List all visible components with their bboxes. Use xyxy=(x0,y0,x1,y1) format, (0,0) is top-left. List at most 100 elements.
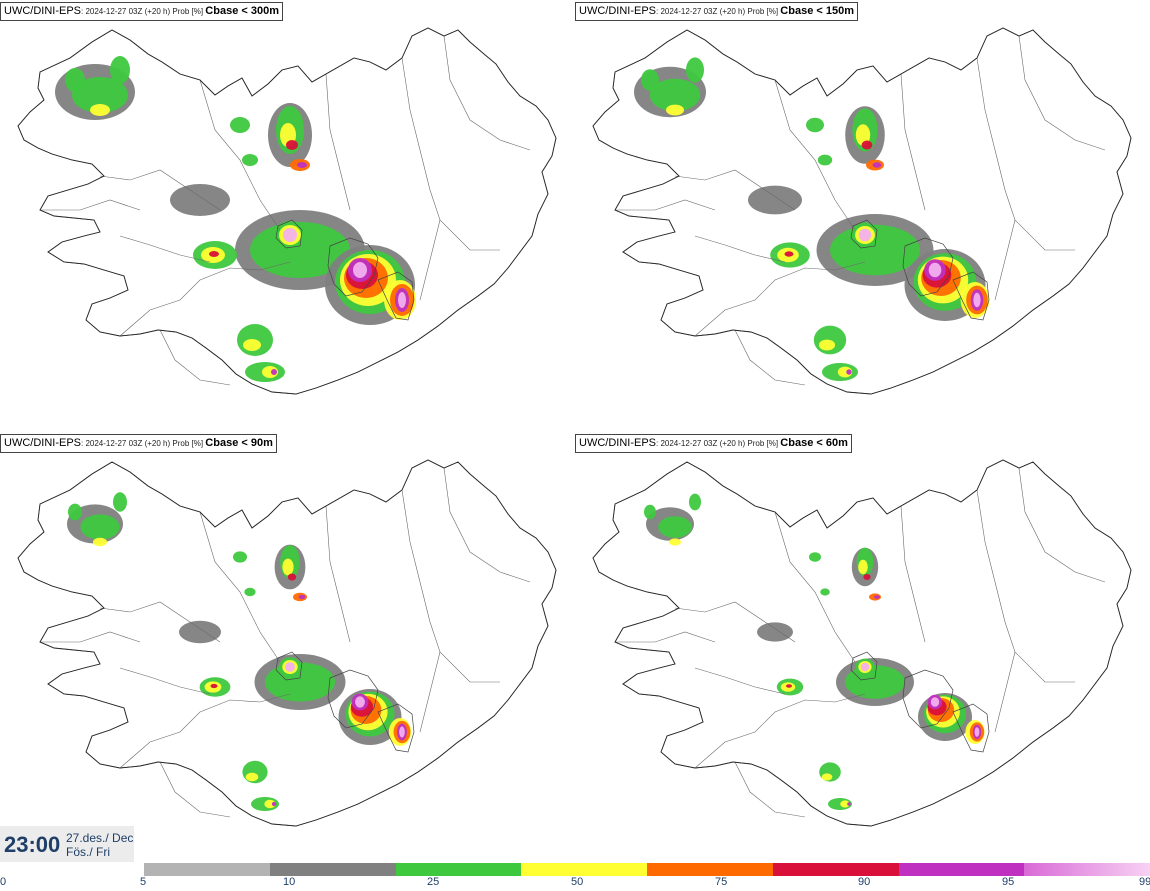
probability-area xyxy=(846,369,852,375)
coast-outline xyxy=(17,27,557,395)
probability-area xyxy=(809,552,821,562)
glacier-outline xyxy=(275,651,415,753)
colorbar-segment xyxy=(144,863,271,876)
colorbar-segment xyxy=(1024,863,1150,876)
weekday-label: Fös./ Fri xyxy=(66,845,110,859)
region-border xyxy=(119,235,211,263)
region-border xyxy=(774,511,856,663)
probability-area xyxy=(283,228,297,242)
probability-area xyxy=(689,493,701,511)
probability-area xyxy=(398,292,406,308)
probability-area xyxy=(285,662,295,672)
region-border xyxy=(401,57,500,251)
probability-area xyxy=(930,697,940,707)
region-border xyxy=(615,199,716,211)
probability-area xyxy=(861,140,873,150)
colorbar-tick-label: 99 xyxy=(1139,876,1150,888)
probability-area xyxy=(355,696,365,708)
probability-area xyxy=(264,799,276,809)
region-border xyxy=(99,601,221,643)
iceland-map xyxy=(17,459,557,827)
probability-area xyxy=(233,551,247,563)
region-border xyxy=(99,169,221,211)
probability-area xyxy=(845,665,905,699)
region-border xyxy=(734,329,806,386)
region-border xyxy=(694,235,786,263)
probability-area xyxy=(72,77,128,113)
probability-area xyxy=(874,595,880,599)
region-border xyxy=(325,505,351,643)
probability-area xyxy=(821,773,833,781)
colorbar-segment xyxy=(269,863,396,876)
iceland-map xyxy=(592,459,1132,827)
probability-area xyxy=(928,262,942,278)
probability-area xyxy=(837,366,853,378)
region-border xyxy=(615,631,716,643)
region-border xyxy=(443,35,531,151)
probability-area xyxy=(858,228,872,242)
region-border xyxy=(1018,467,1106,583)
valid-time-box: 23:00 27.des./ Dec Fös./ Fri xyxy=(0,826,134,862)
region-border xyxy=(674,169,796,211)
map-panel-1: UWC/DINI-EPS: 2024-12-27 03Z (+20 h) Pro… xyxy=(0,0,575,432)
colorbar-segment xyxy=(898,863,1025,876)
probability-area xyxy=(641,69,659,91)
panel-title: UWC/DINI-EPS: 2024-12-27 03Z (+20 h) Pro… xyxy=(0,2,283,21)
region-border xyxy=(443,467,531,583)
region-border xyxy=(40,631,141,643)
colorbar-tick-label: 10 xyxy=(283,876,296,888)
probability-area xyxy=(748,185,802,215)
probability-area xyxy=(649,78,701,112)
probability-area xyxy=(286,140,298,150)
colorbar-segment xyxy=(772,863,899,876)
region-border xyxy=(994,219,1016,301)
region-border xyxy=(419,651,441,733)
probability-area xyxy=(110,56,130,84)
probability-area xyxy=(666,104,684,116)
region-border xyxy=(199,511,281,663)
probability-area xyxy=(230,117,250,133)
probability-area xyxy=(847,802,851,806)
glacier-outline xyxy=(850,219,990,321)
region-border xyxy=(734,761,806,818)
date-label: 27.des./ Dec xyxy=(66,831,134,845)
region-border xyxy=(976,489,1075,683)
probability-area xyxy=(658,516,692,538)
probability-area xyxy=(242,154,258,166)
panel-title: UWC/DINI-EPS: 2024-12-27 03Z (+20 h) Pro… xyxy=(575,434,852,453)
probability-area xyxy=(817,154,833,166)
probability-area xyxy=(271,369,277,375)
region-border xyxy=(199,79,281,231)
probability-area xyxy=(974,727,980,737)
probability-area xyxy=(757,622,793,642)
region-border xyxy=(119,261,291,337)
iceland-map xyxy=(592,27,1132,395)
coast-outline xyxy=(592,27,1132,395)
probability-area xyxy=(210,683,218,689)
map-panel-3: UWC/DINI-EPS: 2024-12-27 03Z (+20 h) Pro… xyxy=(0,432,575,864)
region-border xyxy=(401,489,500,683)
colorbar-segment xyxy=(647,863,774,876)
valid-time: 23:00 xyxy=(4,832,61,857)
region-border xyxy=(994,651,1016,733)
probability-area xyxy=(245,772,259,782)
region-border xyxy=(419,219,441,301)
panel-title: UWC/DINI-EPS: 2024-12-27 03Z (+20 h) Pro… xyxy=(575,2,858,21)
probability-area xyxy=(820,588,830,596)
panel-title: UWC/DINI-EPS: 2024-12-27 03Z (+20 h) Pro… xyxy=(0,434,277,453)
colorbar-tick-label: 5 xyxy=(140,876,147,888)
probability-area xyxy=(287,573,297,581)
region-border xyxy=(159,761,231,818)
region-border xyxy=(976,57,1075,251)
colorbar-tick-label: 75 xyxy=(715,876,728,888)
coast-outline xyxy=(17,459,557,827)
probability-area xyxy=(973,292,981,308)
colorbar-tick-label: 50 xyxy=(571,876,584,888)
probability-area xyxy=(297,162,307,168)
probability-area xyxy=(858,559,868,575)
colorbar-segment xyxy=(521,863,648,876)
colorbar-tick-label: 0 xyxy=(0,876,7,888)
probability-area xyxy=(271,801,277,807)
probability-area xyxy=(282,558,294,576)
map-panel-4: UWC/DINI-EPS: 2024-12-27 03Z (+20 h) Pro… xyxy=(575,432,1150,864)
